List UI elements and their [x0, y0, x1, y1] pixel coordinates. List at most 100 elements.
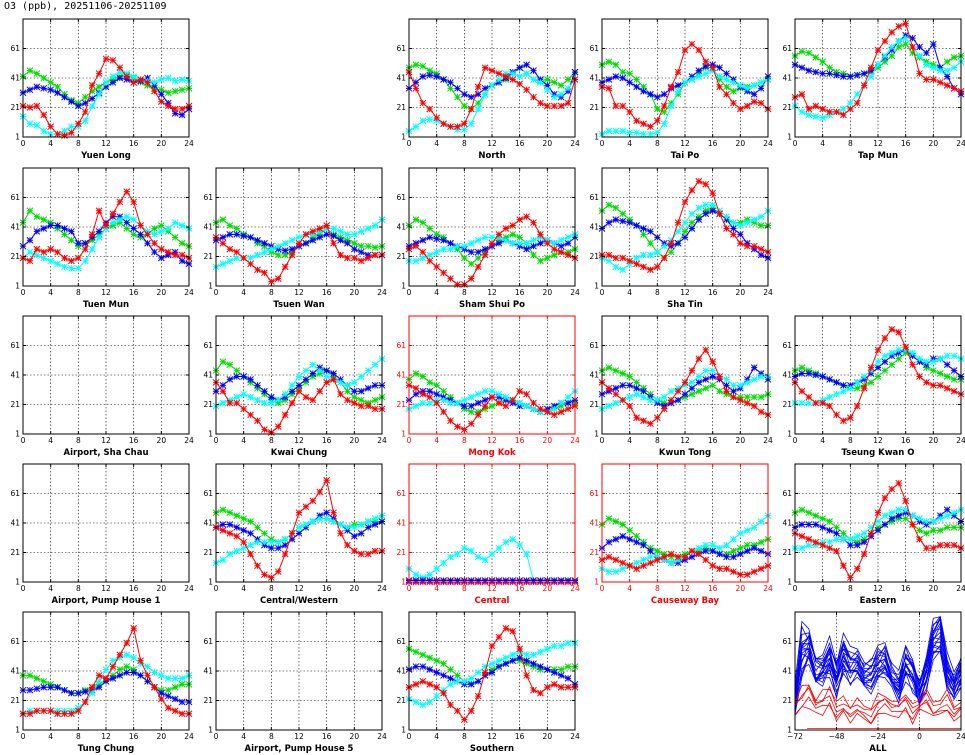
y-tick-label: 41: [10, 223, 20, 232]
x-tick-label: 20: [736, 584, 746, 593]
series-marker-green: [157, 86, 165, 94]
series-marker-cyan: [736, 82, 744, 89]
series-marker-cyan: [178, 675, 186, 682]
series-marker-green: [612, 367, 620, 374]
series-marker-red: [605, 251, 613, 259]
x-tick-label: −72: [787, 732, 803, 741]
y-tick-label: 61: [589, 44, 599, 53]
series-marker-blue: [502, 577, 510, 584]
panel-title: Tai Po: [671, 151, 700, 161]
series-marker-cyan: [481, 663, 489, 670]
series-marker-cyan: [605, 402, 613, 410]
series-marker-cyan: [709, 541, 717, 549]
series-marker-blue: [316, 233, 324, 241]
series-marker-green: [40, 677, 48, 685]
series-marker-cyan: [460, 544, 468, 552]
series-marker-cyan: [846, 384, 854, 392]
series-marker-blue: [640, 387, 647, 395]
series-marker-red: [502, 624, 510, 632]
series-marker-red: [840, 111, 847, 119]
series-marker-cyan: [151, 231, 158, 238]
series-marker-red: [178, 105, 186, 113]
series-marker-cyan: [530, 405, 537, 413]
series-marker-red: [495, 399, 503, 407]
series-marker-red: [254, 266, 261, 274]
series-marker-blue: [440, 672, 447, 679]
series-marker-blue: [164, 692, 172, 700]
series-marker-cyan: [157, 228, 165, 235]
series-marker-blue: [495, 577, 503, 584]
series-marker-red: [647, 266, 654, 274]
x-tick-label: 24: [377, 584, 387, 593]
y-tick-label: 41: [396, 74, 406, 83]
series-marker-red: [433, 683, 441, 691]
series-marker-red: [709, 358, 717, 366]
series-marker-blue: [109, 675, 117, 682]
y-tick-label: 61: [782, 341, 792, 350]
series-marker-red: [495, 70, 503, 77]
series-marker-red: [330, 239, 337, 247]
x-tick-label: 20: [350, 288, 360, 297]
series-marker-red: [943, 384, 951, 392]
series-marker-red: [151, 239, 158, 247]
series-marker-cyan: [47, 257, 55, 265]
series-marker-cyan: [433, 565, 441, 573]
series-marker-blue: [543, 82, 551, 89]
panel-tuen-mun: 0 4 8 12 16 20 24 1 21 41 61 Tuen Mun: [10, 167, 194, 310]
band-line-blue: [794, 624, 962, 697]
series-marker-cyan: [736, 529, 744, 537]
series-marker-cyan: [798, 108, 806, 116]
series-marker-blue: [474, 90, 482, 98]
series-marker-cyan: [557, 642, 565, 650]
series-marker-blue: [109, 79, 117, 86]
series-marker-red: [833, 547, 840, 555]
band-line-red: [794, 687, 962, 718]
series-marker-cyan: [612, 399, 620, 407]
series-marker-blue: [247, 233, 254, 241]
series-marker-blue: [523, 245, 530, 253]
series-marker-blue: [426, 233, 434, 241]
series-marker-red: [316, 387, 324, 395]
series-marker-blue: [853, 541, 861, 549]
x-tick-label: 16: [515, 288, 525, 297]
y-tick-label: 41: [589, 519, 599, 528]
series-marker-cyan: [261, 538, 268, 546]
x-tick-label: 20: [929, 584, 939, 593]
series-marker-cyan: [923, 358, 930, 366]
series-marker-red: [426, 680, 434, 688]
series-marker-blue: [695, 216, 703, 223]
series-marker-blue: [302, 376, 310, 383]
series-marker-cyan: [26, 248, 34, 256]
series-marker-cyan: [874, 358, 882, 366]
y-tick-label: 61: [589, 489, 599, 498]
series-marker-red: [164, 704, 172, 712]
series-marker-red: [267, 574, 275, 581]
x-tick-label: 4: [820, 436, 825, 445]
series-marker-red: [488, 67, 496, 74]
x-tick-label: 4: [434, 288, 439, 297]
x-tick-label: 12: [294, 732, 304, 741]
series-marker-blue: [467, 402, 475, 410]
series-marker-red: [102, 222, 110, 229]
series-marker-cyan: [550, 93, 558, 101]
y-tick-label: 41: [10, 667, 20, 676]
series-marker-blue: [633, 384, 640, 392]
series-marker-red: [929, 76, 937, 83]
series-marker-red: [640, 562, 647, 570]
y-tick-label: 61: [396, 637, 406, 646]
series-marker-cyan: [509, 70, 517, 77]
series-marker-red: [274, 568, 282, 576]
series-marker-green: [943, 58, 951, 66]
series-marker-blue: [481, 245, 489, 253]
series-marker-red: [902, 343, 910, 351]
series-marker-red: [736, 105, 744, 113]
x-tick-label: 8: [848, 436, 853, 445]
series-marker-blue: [68, 689, 75, 697]
series-marker-green: [798, 364, 806, 371]
series-marker-cyan: [702, 70, 710, 77]
series-marker-red: [247, 411, 254, 419]
series-marker-red: [860, 384, 868, 392]
series-marker-red: [40, 248, 48, 256]
series-marker-green: [550, 79, 558, 86]
series-marker-red: [557, 102, 565, 110]
